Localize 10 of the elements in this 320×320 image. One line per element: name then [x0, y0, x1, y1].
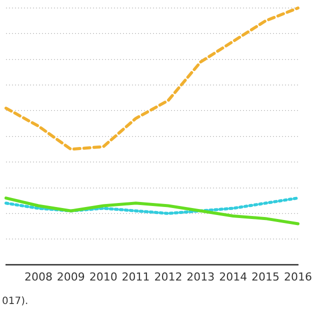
x-tick-label: 2010 — [89, 270, 118, 284]
x-tick-label: 2009 — [56, 270, 85, 284]
x-tick-label: 2015 — [252, 270, 280, 284]
x-tick-label: 2014 — [219, 270, 248, 284]
x-tick-label: 2011 — [122, 270, 150, 284]
text: 017). — [2, 296, 28, 307]
x-tick-label: 2012 — [154, 270, 182, 284]
x-tick-label: 2016 — [284, 270, 312, 284]
x-tick-label: 2013 — [186, 270, 215, 284]
x-tick-label: 2008 — [24, 270, 52, 284]
